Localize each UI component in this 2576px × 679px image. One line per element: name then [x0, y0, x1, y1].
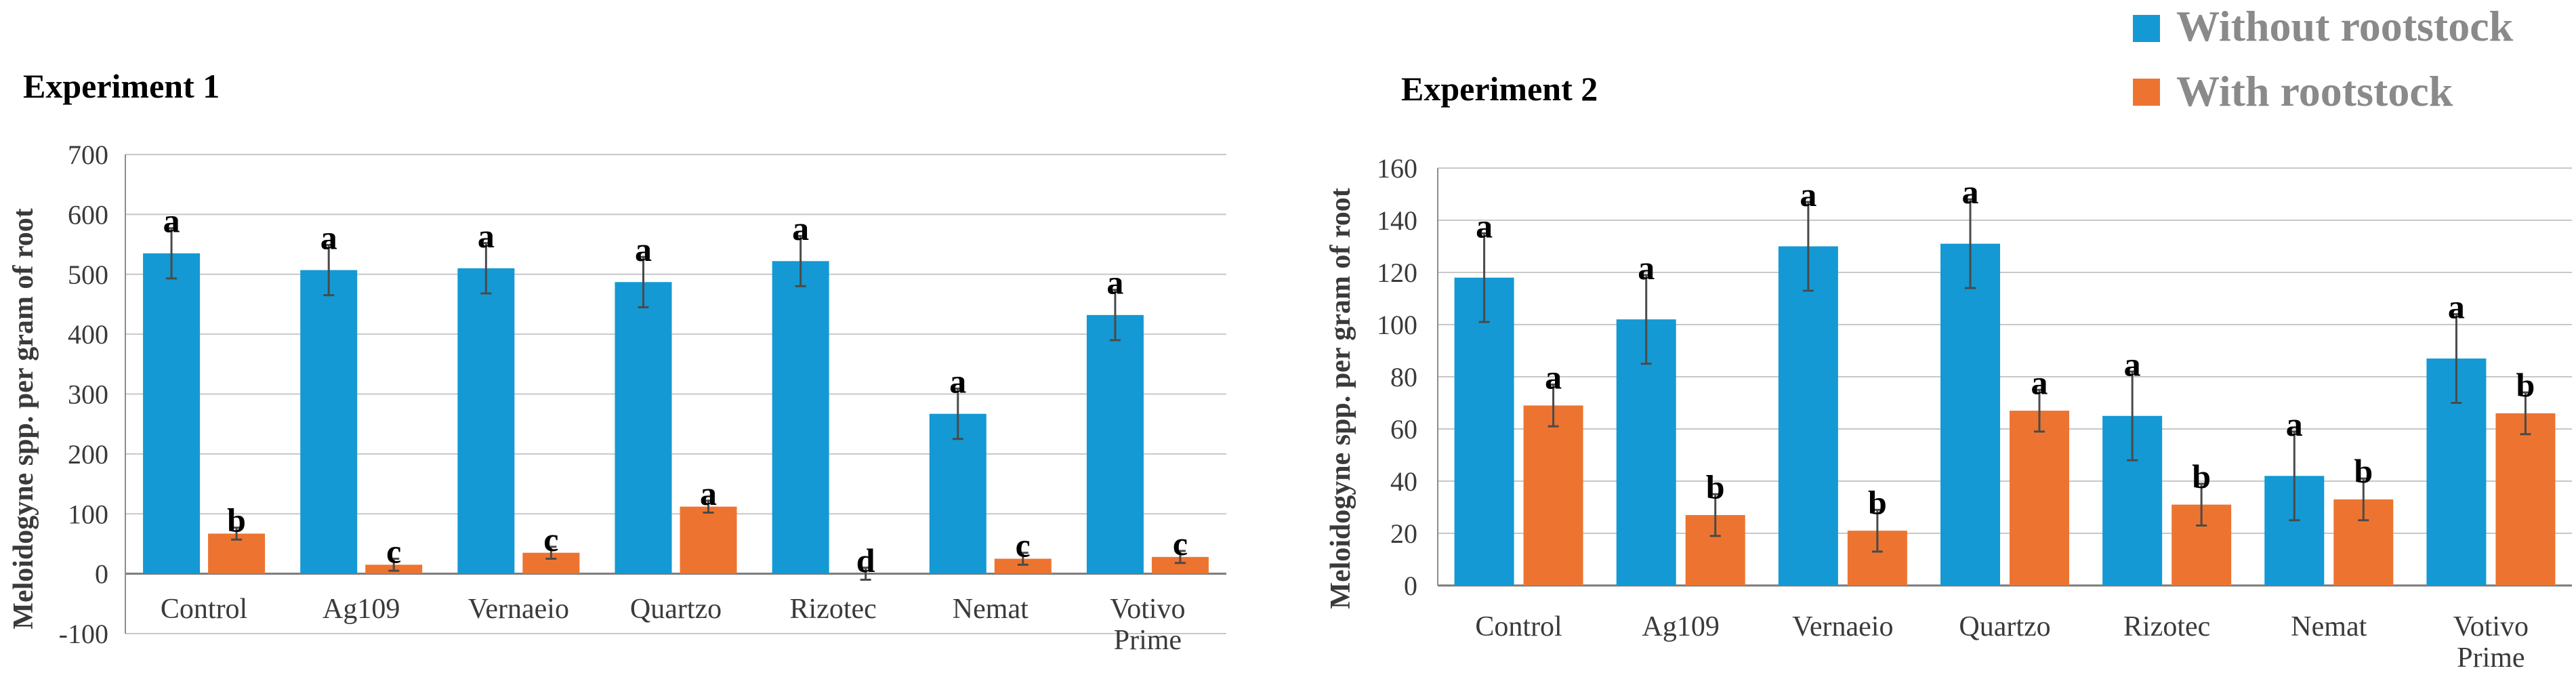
- x-tick-label: Nemat: [953, 594, 1029, 625]
- significance-letter: c: [1016, 527, 1031, 564]
- y-tick-label: 160: [1377, 153, 1417, 184]
- bar-without-rootstock: [929, 413, 986, 574]
- legend-swatch-with-rootstock: [2133, 79, 2160, 106]
- significance-letter: a: [792, 209, 809, 247]
- bar-without-rootstock: [1778, 246, 1838, 585]
- significance-letter: a: [2031, 363, 2048, 401]
- bar-without-rootstock: [143, 253, 201, 574]
- y-tick-label: 700: [68, 140, 108, 170]
- y-tick-label: 140: [1377, 205, 1417, 236]
- y-tick-label: 300: [68, 379, 108, 410]
- legend-label-with-rootstock: With rootstock: [2176, 67, 2453, 115]
- significance-letter: b: [1868, 483, 1887, 521]
- legend-swatch-without-rootstock: [2133, 15, 2160, 42]
- legend: Without rootstock With rootstock: [2133, 2, 2514, 115]
- significance-letter: a: [635, 230, 652, 268]
- bar-with-rootstock: [680, 506, 737, 574]
- significance-letter: b: [2354, 452, 2373, 490]
- y-tick-label: 40: [1390, 466, 1417, 497]
- y-tick-label: 0: [1404, 571, 1417, 601]
- significance-letter: a: [700, 474, 717, 512]
- y-tick-label: 20: [1390, 518, 1417, 549]
- chart-title-experiment-2: Experiment 2: [1401, 70, 1598, 108]
- x-tick-label: Rizotec: [790, 594, 877, 625]
- x-tick-label: Vernaeio: [1792, 611, 1893, 642]
- legend-label-without-rootstock: Without rootstock: [2176, 2, 2514, 50]
- bar-with-rootstock: [994, 558, 1052, 574]
- x-tick-label: Ag109: [1642, 611, 1720, 642]
- chart-experiment-1: -100 0 100 200 300 400 500 600 700 Control a b Ag109…: [59, 140, 1226, 656]
- significance-letter: b: [227, 501, 246, 539]
- bar-with-rootstock: [2495, 413, 2556, 585]
- x-tick-label: Votivo: [1110, 594, 1185, 625]
- bar-with-rootstock: [1523, 405, 1583, 585]
- y-tick-label: 100: [1377, 310, 1417, 340]
- x-tick-label: Control: [161, 594, 247, 625]
- y-tick-label: -100: [59, 619, 108, 649]
- significance-letter: c: [543, 520, 558, 558]
- chart-experiment-2: 0 20 40 60 80 100 120 140 160 Control a a Ag109 a b Ver…: [1377, 153, 2572, 674]
- y-tick-label: 80: [1390, 362, 1417, 392]
- x-tick-label: Prime: [1114, 625, 1182, 656]
- bar-with-rootstock: [2010, 411, 2069, 585]
- x-tick-label: Vernaeio: [468, 594, 569, 625]
- chart-title-experiment-1: Experiment 1: [23, 67, 220, 105]
- bar-without-rootstock: [1086, 314, 1144, 574]
- x-tick-label: Prime: [2457, 642, 2525, 674]
- significance-letter: c: [386, 533, 401, 571]
- significance-letter: a: [2286, 405, 2303, 443]
- x-tick-label: Control: [1475, 611, 1562, 642]
- significance-letter: a: [2124, 345, 2141, 383]
- y-axis-label-experiment-2: Meloidogyne spp. per gram of root: [1325, 188, 1356, 609]
- y-tick-label: 100: [68, 499, 108, 529]
- significance-letter: a: [1106, 264, 1123, 302]
- bar-without-rootstock: [300, 270, 358, 574]
- x-tick-label: Quartzo: [1959, 611, 2050, 642]
- significance-letter: a: [1545, 358, 1562, 396]
- bar-without-rootstock: [457, 268, 515, 574]
- bar-without-rootstock: [1454, 277, 1514, 585]
- significance-letter: a: [1476, 207, 1493, 245]
- significance-letter: b: [1706, 468, 1725, 506]
- bar-without-rootstock: [615, 282, 672, 574]
- x-tick-label: Rizotec: [2123, 611, 2210, 642]
- y-tick-label: 500: [68, 260, 108, 290]
- y-tick-label: 600: [68, 199, 108, 230]
- significance-letter: a: [1638, 249, 1655, 287]
- x-tick-label: Quartzo: [630, 594, 722, 625]
- y-tick-label: 0: [95, 559, 108, 590]
- significance-letter: a: [163, 202, 180, 240]
- significance-letter: a: [478, 217, 495, 255]
- bar-without-rootstock: [772, 261, 829, 574]
- significance-letter: c: [1173, 524, 1188, 562]
- significance-letter: d: [856, 541, 875, 579]
- y-axis-label-experiment-1: Meloidogyne spp. per gram of root: [8, 208, 39, 629]
- significance-letter: a: [1800, 176, 1816, 213]
- significance-letter: a: [320, 218, 337, 256]
- x-tick-label: Ag109: [323, 594, 400, 625]
- significance-letter: a: [949, 363, 966, 400]
- significance-letter: a: [2448, 288, 2465, 326]
- y-tick-label: 400: [68, 319, 108, 350]
- y-tick-label: 120: [1377, 258, 1417, 288]
- bar-without-rootstock: [1940, 243, 2000, 585]
- significance-letter: a: [1962, 173, 1979, 211]
- significance-letter: b: [2516, 366, 2535, 404]
- significance-letter: b: [2192, 457, 2211, 495]
- x-tick-label: Nemat: [2291, 611, 2367, 642]
- x-tick-label: Votivo: [2453, 611, 2529, 642]
- y-tick-label: 60: [1390, 414, 1417, 445]
- y-tick-label: 200: [68, 439, 108, 470]
